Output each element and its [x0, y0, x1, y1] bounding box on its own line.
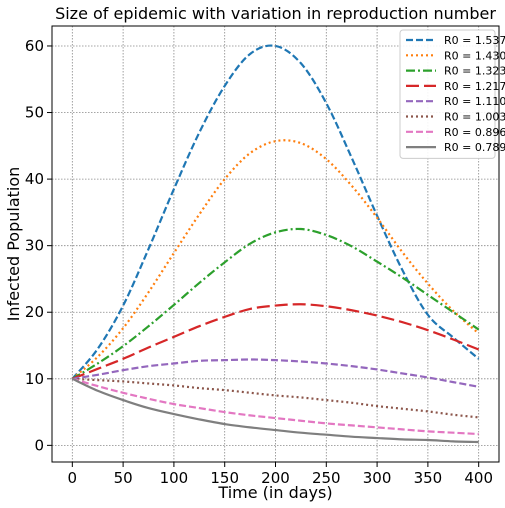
y-tick-label: 0 [34, 436, 44, 454]
series-line-2 [71, 139, 480, 380]
legend-label-3: R0 = 1.323 [444, 65, 505, 78]
chart-title: Size of epidemic with variation in repro… [55, 4, 496, 23]
axis-ticks: 0 50 100 150 200 250 300 350 400 0 10 20 30 40 50 60 [25, 37, 493, 487]
series-line-3 [71, 227, 480, 380]
x-tick-label: 200 [261, 469, 290, 487]
legend: R0 = 1.537 R0 = 1.430 R0 = 1.323 R0 = 1.217… [399, 29, 505, 159]
legend-label-1: R0 = 1.537 [444, 34, 505, 47]
y-tick-label: 20 [25, 303, 44, 321]
series-line-8 [71, 377, 479, 444]
x-tick-label: 150 [210, 469, 239, 487]
x-axis-label: Time (in days) [217, 483, 332, 502]
x-tick-label: 0 [68, 469, 78, 487]
legend-label-7: R0 = 0.896 [444, 126, 505, 139]
y-tick-label: 40 [25, 170, 44, 188]
x-tick-label: 350 [414, 469, 443, 487]
y-tick-label: 10 [25, 370, 44, 388]
series-line-4 [71, 303, 480, 380]
legend-box [399, 29, 496, 159]
y-tick-label: 60 [25, 37, 44, 55]
series-line-5 [72, 358, 479, 388]
legend-label-6: R0 = 1.003 [444, 111, 505, 124]
x-tick-label: 100 [160, 469, 189, 487]
x-tick-label: 400 [464, 469, 493, 487]
x-tick-label: 250 [312, 469, 341, 487]
y-tick-label: 50 [25, 104, 44, 122]
x-tick-label: 50 [114, 469, 133, 487]
y-axis-label: Infected Population [4, 167, 23, 322]
legend-label-4: R0 = 1.217 [444, 80, 505, 93]
legend-label-2: R0 = 1.430 [444, 49, 505, 62]
series-line-1 [71, 44, 480, 380]
legend-label-8: R0 = 0.789 [444, 141, 505, 154]
legend-label-5: R0 = 1.110 [444, 95, 505, 108]
x-tick-label: 300 [363, 469, 392, 487]
y-tick-label: 30 [25, 237, 44, 255]
series-line-7 [72, 377, 479, 436]
series-lines [71, 44, 480, 444]
